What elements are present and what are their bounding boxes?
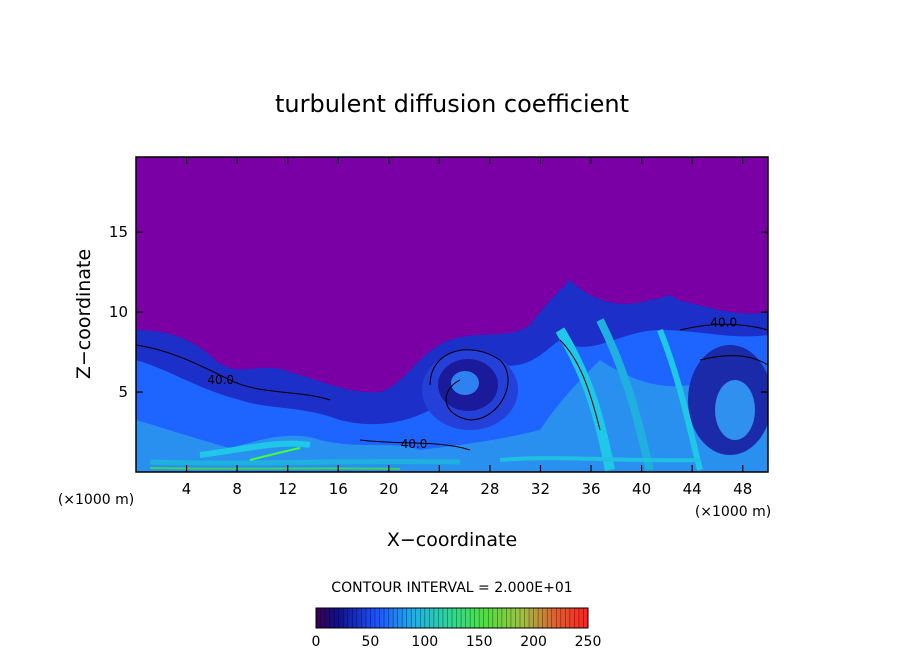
x-axis-label: X−coordinate <box>387 529 517 551</box>
chart-title: turbulent diffusion coefficient <box>275 90 629 118</box>
x-tick-label: 32 <box>531 480 550 498</box>
x-tick-label: 4 <box>182 480 192 498</box>
contour-interval-label: CONTOUR INTERVAL = 2.000E+01 <box>331 580 572 596</box>
contour-line <box>136 344 331 401</box>
x-tick-label: 44 <box>683 480 702 498</box>
colorbar-ticks: 0 50 100 150 200 250 <box>312 634 602 650</box>
contour-line <box>359 439 471 451</box>
x-tick-label: 16 <box>329 480 348 498</box>
colorbar-tick-label: 250 <box>575 634 602 650</box>
x-tick-label: 24 <box>430 480 449 498</box>
colorbar-tick-label: 50 <box>361 634 379 650</box>
x-tick-label: 48 <box>733 480 752 498</box>
x-tick-label: 40 <box>632 480 651 498</box>
y-tick-label: 15 <box>109 223 128 241</box>
colorbar-tick-label: 200 <box>520 634 547 650</box>
y-tick-label: 10 <box>109 303 128 321</box>
plot-frame <box>135 156 769 473</box>
green-streak <box>149 467 401 470</box>
colorbar-tick-label: 100 <box>411 634 438 650</box>
cyan-streak <box>149 459 461 466</box>
y-axis-label: Z−coordinate <box>73 249 95 379</box>
contour-line <box>679 323 768 331</box>
x-tick-label: 20 <box>379 480 398 498</box>
plume <box>560 280 575 300</box>
cyan-streak <box>657 328 703 471</box>
cyan-streak <box>199 440 311 458</box>
x-axis-ticks: 4 8 12 16 20 24 28 32 36 40 44 48 <box>182 157 752 498</box>
x-tick-label: 28 <box>480 480 499 498</box>
vortex <box>451 371 479 395</box>
colorbar-tick-label: 150 <box>466 634 493 650</box>
contour-line <box>559 339 601 431</box>
plume <box>656 295 678 320</box>
y-axis-ticks: 5 10 15 <box>109 223 768 401</box>
contour-labels: 40.0 40.0 40.0 <box>207 315 737 451</box>
cyan-streak <box>596 318 654 471</box>
cyan-streak <box>499 456 701 463</box>
x-tick-label: 12 <box>278 480 297 498</box>
x-unit-left: (×1000 m) <box>58 492 134 508</box>
x-tick-label: 8 <box>232 480 242 498</box>
colorbar-tick-label: 0 <box>312 634 321 650</box>
cyan-streak <box>555 327 615 471</box>
contour-value-label: 40.0 <box>207 373 234 387</box>
vortex <box>715 380 755 440</box>
contour-value-label: 40.0 <box>710 315 737 329</box>
x-tick-label: 36 <box>581 480 600 498</box>
y-tick-label: 5 <box>118 383 128 401</box>
contour-line <box>699 355 768 366</box>
colorbar-stripes <box>320 608 584 628</box>
contour-line <box>429 349 509 421</box>
plot-area: 40.0 40.0 40.0 <box>136 157 768 472</box>
contour-value-label: 40.0 <box>401 437 428 451</box>
green-streak <box>249 447 301 461</box>
colorbar: 0 50 100 150 200 250 <box>312 607 602 650</box>
x-unit-right: (×1000 m) <box>695 504 771 520</box>
turbulence-field <box>136 280 768 472</box>
